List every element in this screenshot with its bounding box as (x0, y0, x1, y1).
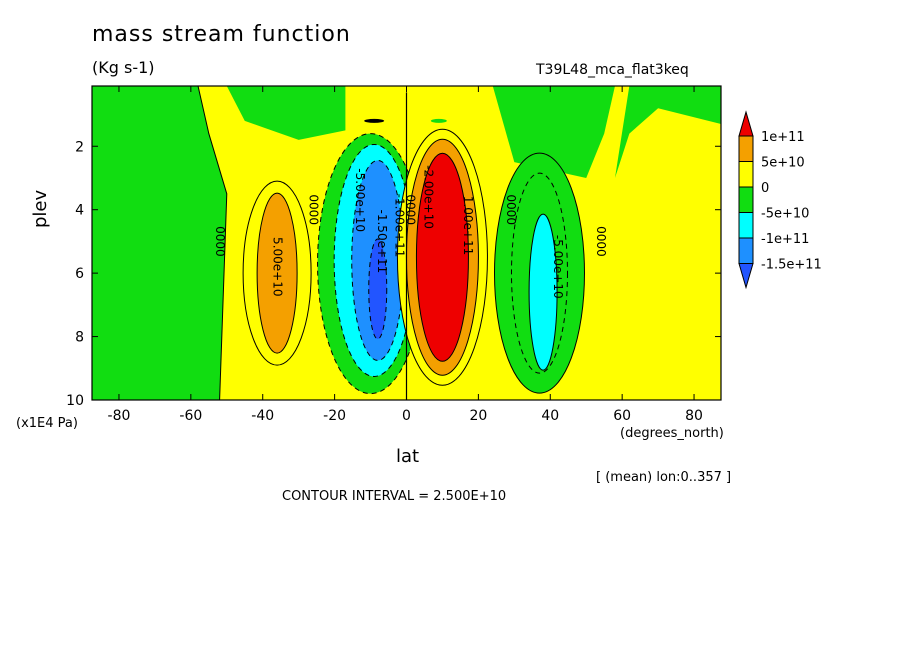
contour-fills (92, 86, 721, 400)
colorbar-label: -5e+10 (761, 207, 809, 222)
colorbar-segment (738, 186, 754, 213)
colorbar-label: -1e+11 (761, 232, 809, 247)
colorbar: 1e+11 5e+10 0 -5e+10 -1e+11 -1.5e+11 (738, 110, 822, 290)
colorbar-label: 0 (761, 181, 769, 196)
sh-upper-negative-region (226, 86, 346, 140)
y-tick-label: 6 (75, 266, 84, 282)
run-name: T39L48_mca_flat3keq (536, 62, 689, 78)
sh-polar-negative-region (92, 86, 228, 400)
contour-label: 0000 (594, 226, 608, 257)
x-tick-label: 20 (469, 408, 487, 424)
colorbar-label: 5e+10 (761, 156, 805, 171)
colorbar-top-arrow (738, 110, 754, 137)
nh-upper-negative-region (614, 86, 721, 178)
upper-contour-sh (364, 118, 385, 123)
contour-label: 0000 (213, 226, 227, 257)
colorbar-label: 1e+11 (761, 130, 805, 145)
contour-label: -1.00e+11 (393, 194, 407, 258)
chart-units: (Kg s-1) (92, 58, 155, 77)
y-tick-label: 2 (75, 139, 84, 155)
colorbar-segment (738, 212, 754, 239)
nh-ferrel-cyan (528, 213, 558, 371)
x-tick-label: 40 (541, 408, 559, 424)
contour-label: 0000 (404, 194, 418, 225)
y-axis-unit: (x1E4 Pa) (16, 416, 78, 431)
colorbar-bottom-arrow (738, 263, 754, 290)
colorbar-segment (738, 161, 754, 188)
contour-label: -5.00e+10 (551, 235, 565, 299)
y-tick-label: 10 (66, 393, 84, 409)
chart-title: mass stream function (92, 22, 351, 47)
y-axis-label: plev (30, 189, 51, 228)
x-tick-label: -60 (179, 408, 202, 424)
colorbar-segment (738, 135, 754, 162)
contour-label: -2.00e+10 (421, 165, 435, 229)
contour-label: 5.00e+10 (271, 237, 285, 296)
sh-hadley-deep (368, 238, 388, 340)
nh-hadley-red (415, 152, 469, 362)
x-tick-label: -20 (323, 408, 346, 424)
x-tick-label: -40 (251, 408, 274, 424)
contour-label: -5.00e+10 (353, 168, 367, 232)
contour-label: 0000 (504, 194, 518, 225)
contour-interval-text: CONTOUR INTERVAL = 2.500E+10 (282, 489, 507, 504)
x-tick-label: -80 (108, 408, 131, 424)
x-tick-label: 0 (402, 408, 411, 424)
upper-contour-nh (430, 118, 447, 123)
sh-ferrel-core (256, 192, 298, 354)
colorbar-label: -1.5e+11 (761, 258, 822, 273)
y-tick-label: 4 (75, 203, 84, 219)
x-tick-label: 80 (685, 408, 703, 424)
contour-label: -1.50e+11 (375, 210, 389, 274)
contour-labels: 5.00e+10 -5.00e+10 -1.50e+11 -1.00e+11 -2.00… (213, 165, 608, 299)
y-tick-label: 8 (75, 330, 84, 346)
mean-note: [ (mean) lon:0..357 ] (596, 470, 732, 485)
x-axis-label: lat (396, 446, 420, 467)
contour-label: 0000 (306, 194, 320, 225)
axes: -80 -60 -40 -20 0 20 40 60 80 2 4 6 8 10 (66, 86, 721, 424)
x-axis-unit: (degrees_north) (620, 426, 724, 441)
nh-upper-band-region (492, 86, 615, 178)
colorbar-segment (738, 237, 754, 264)
x-tick-label: 60 (613, 408, 631, 424)
nh-polar-zero-region (589, 86, 721, 400)
contour-label: 1.00e+11 (461, 196, 475, 255)
